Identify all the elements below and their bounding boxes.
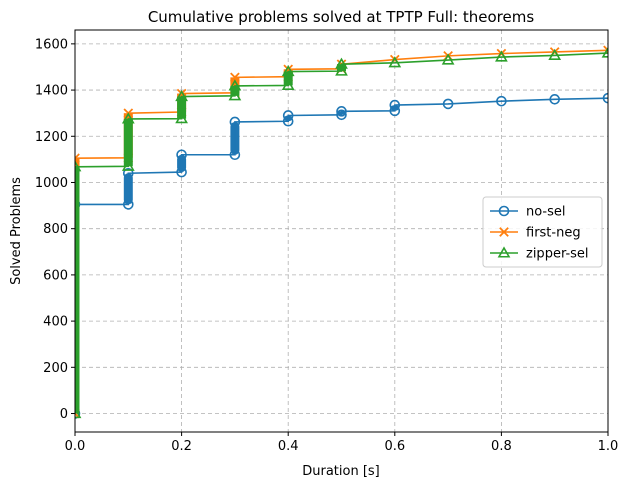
series-no-sel-point	[442, 98, 454, 110]
series-no-sel-point	[336, 109, 347, 121]
series-zipper-sel-point	[175, 112, 188, 124]
series-no-sel-point	[229, 149, 241, 161]
y-tick-label: 400	[43, 315, 68, 330]
x-tick-label: 0.4	[278, 439, 299, 454]
series-no-sel-point	[389, 99, 401, 111]
x-tick-label: 0.8	[491, 439, 512, 454]
series-zipper-sel-line	[75, 52, 608, 414]
series-no-sel-point	[176, 166, 187, 178]
legend-label: no-sel	[526, 205, 566, 220]
series-zipper-sel-point	[121, 159, 135, 171]
series-zipper-sel-point	[388, 56, 402, 68]
legend-entry: first-neg	[490, 226, 581, 241]
plot-area-frame	[74, 29, 609, 433]
series-zipper-sel-point	[495, 50, 508, 62]
series-zipper-sel-point	[281, 78, 295, 90]
series-no-sel-point	[282, 110, 294, 121]
series-zipper-sel-point	[441, 53, 455, 65]
series-zipper-sel-point	[601, 46, 608, 58]
series-zipper-sel-point	[228, 79, 242, 91]
x-tick-label: 1.0	[598, 439, 619, 454]
x-tick-label: 0.0	[65, 439, 86, 454]
y-tick-label: 1200	[35, 130, 68, 145]
series-zipper-sel	[75, 46, 608, 419]
series-first-neg-point	[230, 72, 240, 83]
series-zipper-sel-point	[175, 89, 188, 102]
series-no-sel-point	[176, 149, 187, 161]
series-no-sel-point	[123, 199, 134, 210]
y-tick-label: 0	[60, 407, 68, 422]
chart-title: Cumulative problems solved at TPTP Full:…	[148, 8, 535, 26]
series-zipper-sel-point	[335, 64, 348, 76]
series-no-sel-point	[336, 106, 347, 117]
series-no-sel-point	[229, 116, 241, 128]
series-no-sel-point	[123, 167, 134, 179]
series-no-sel-point	[602, 92, 608, 104]
series-no-sel-point	[389, 105, 401, 117]
legend: no-sel first-neg zipper-sel	[482, 196, 603, 268]
legend-entry: zipper-sel	[490, 246, 589, 262]
y-tick-label: 200	[43, 361, 68, 376]
legend-label: zipper-sel	[526, 247, 589, 262]
legend-swatch-marker	[499, 227, 509, 237]
legend-swatch-marker	[498, 205, 510, 217]
legend-frame	[482, 196, 603, 268]
series-no-sel-point	[496, 95, 507, 107]
legend-entry: no-sel	[490, 205, 566, 220]
y-tick-label: 600	[43, 268, 68, 283]
series-zipper-sel-point	[335, 57, 348, 69]
series-zipper-sel-jump	[75, 166, 80, 414]
y-tick-label: 1600	[35, 37, 68, 52]
axis-ticks: 0.0 0.2 0.4 0.6 0.8 1.0 0 200 400 600 800 1000 1200 1…	[35, 37, 618, 454]
series-zipper-sel-point	[228, 89, 242, 101]
series-no-sel-point	[282, 115, 294, 127]
legend-label: first-neg	[526, 226, 581, 241]
x-axis-label: Duration [s]	[302, 464, 380, 479]
y-axis-label: Solved Problems	[9, 177, 24, 285]
series-no-sel-point	[549, 94, 561, 105]
x-tick-label: 0.2	[171, 439, 192, 454]
x-tick-label: 0.6	[384, 439, 405, 454]
y-tick-label: 1400	[35, 84, 68, 99]
series-first-neg-point	[75, 153, 80, 164]
series-layer	[75, 45, 608, 419]
y-tick-label: 800	[43, 222, 68, 237]
legend-swatch-marker	[497, 246, 511, 258]
series-zipper-sel-point	[548, 48, 562, 60]
series-zipper-sel-point	[75, 160, 82, 172]
y-tick-label: 1000	[35, 176, 68, 191]
series-zipper-sel-point	[121, 112, 135, 124]
series-zipper-sel-point	[281, 64, 295, 77]
series-zipper-sel-point	[75, 406, 82, 419]
